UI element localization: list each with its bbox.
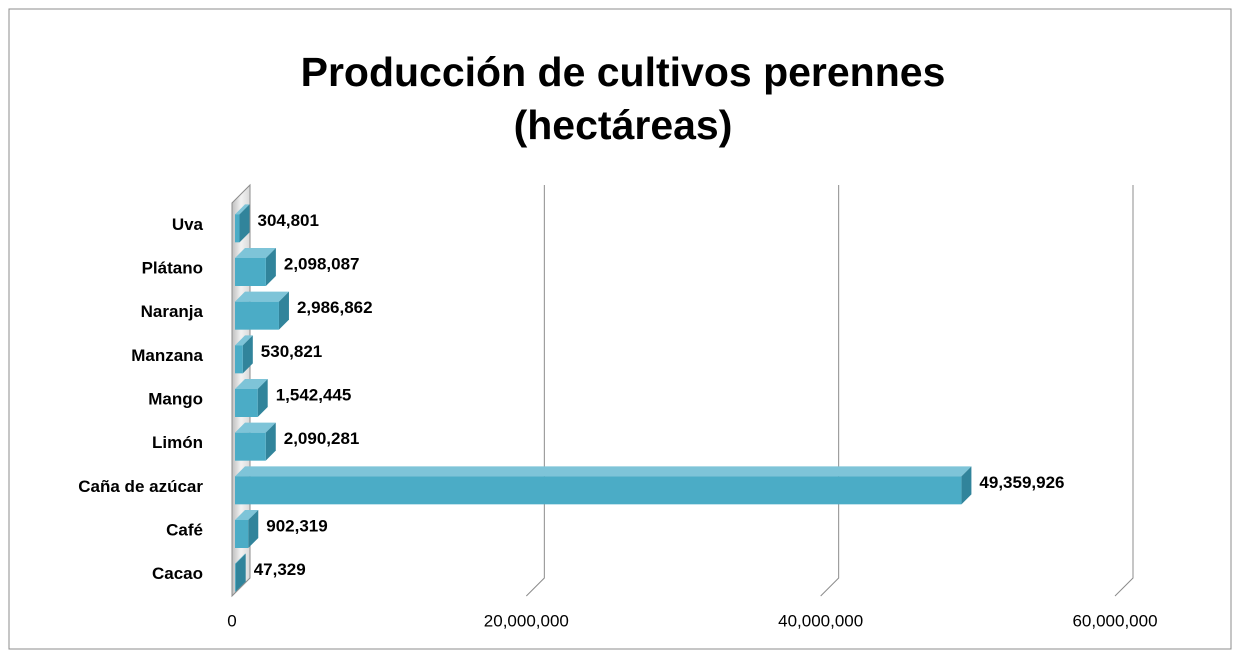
bar-top [235, 466, 972, 477]
value-label: 49,359,926 [979, 473, 1064, 492]
bar-side [265, 422, 276, 461]
y-tick-label: Mango [148, 389, 203, 408]
bar-side [242, 335, 253, 374]
x-tick-label: 60,000,000 [1072, 611, 1157, 630]
bar [235, 214, 240, 243]
bar-side [257, 379, 268, 417]
y-tick-label: Manzana [131, 346, 203, 365]
grid-line [525, 185, 545, 597]
chart-title: (hectáreas) [514, 102, 733, 148]
bar-top [235, 510, 259, 520]
y-tick-label: Uva [172, 215, 204, 234]
value-label: 304,801 [257, 211, 318, 230]
bar-side [235, 553, 246, 592]
value-label: 902,319 [266, 516, 327, 535]
bar-top [235, 291, 289, 302]
value-label: 2,090,281 [284, 429, 360, 448]
bar [235, 563, 236, 592]
bar-side [265, 248, 276, 286]
bar-side [248, 510, 259, 548]
grid-line [1114, 185, 1134, 597]
bar-side [278, 291, 289, 330]
chart-border [8, 8, 1232, 650]
bar-top [235, 422, 276, 433]
y-tick-label: Café [166, 520, 203, 539]
bar-side [961, 466, 972, 505]
bar [235, 258, 266, 286]
chart-title: Producción de cultivos perennes [301, 49, 946, 95]
x-tick-label: 20,000,000 [484, 611, 569, 630]
y-tick-label: Limón [152, 433, 203, 452]
bar [235, 520, 249, 548]
grid-line [820, 185, 840, 597]
bar-top [235, 553, 246, 564]
value-label: 1,542,445 [276, 385, 352, 404]
value-label: 2,098,087 [284, 254, 360, 273]
y-tick-label: Cacao [152, 564, 203, 583]
bar [235, 345, 243, 374]
bar-top [235, 379, 268, 389]
bar-top [235, 335, 253, 346]
value-label: 530,821 [261, 342, 322, 361]
bar-side [239, 204, 250, 243]
bar [235, 389, 258, 417]
bar [235, 476, 962, 505]
bar [235, 301, 279, 330]
bar [235, 432, 266, 461]
bar-top [235, 204, 250, 215]
x-tick-label: 0 [227, 611, 236, 630]
bar-top [235, 248, 276, 258]
value-label: 47,329 [254, 560, 306, 579]
y-tick-label: Naranja [141, 302, 204, 321]
value-label: 2,986,862 [297, 298, 373, 317]
y-tick-label: Plátano [142, 258, 203, 277]
x-tick-label: 40,000,000 [778, 611, 863, 630]
y-tick-label: Caña de azúcar [78, 477, 203, 496]
